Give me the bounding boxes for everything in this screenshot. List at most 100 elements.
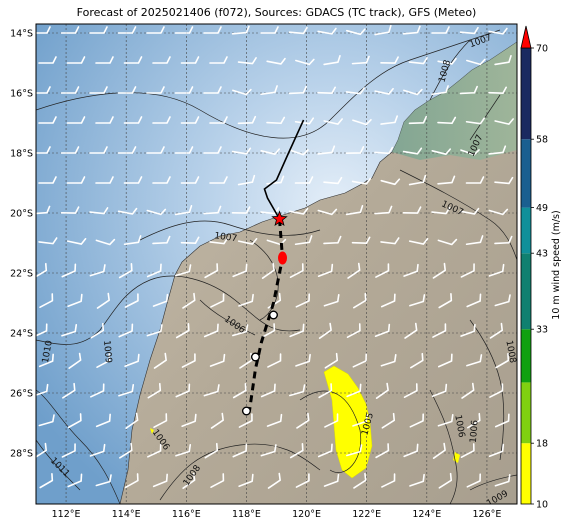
- lat-tick-label: 28°S: [10, 449, 33, 460]
- wind-barb: [409, 294, 426, 307]
- colorbar-overflow-arrow-icon: [520, 25, 532, 49]
- wind-barb: [67, 293, 83, 308]
- lon-tick-label: 118°E: [232, 509, 261, 520]
- wind-barb: [231, 25, 250, 35]
- wind-barb: [232, 263, 248, 278]
- wind-barb: [466, 412, 481, 429]
- wind-barb: [204, 442, 219, 459]
- wind-barb: [89, 443, 106, 457]
- isobar-label: 1010: [41, 339, 55, 364]
- wind-barb: [67, 473, 83, 488]
- colorbar-band: [521, 443, 531, 504]
- wind-barb: [260, 444, 277, 457]
- wind-barb: [118, 323, 134, 338]
- wind-barb: [209, 56, 228, 64]
- wind-barb: [95, 238, 116, 246]
- forecast-track-line: [247, 218, 285, 412]
- wind-barb: [36, 86, 51, 94]
- lon-tick-label: 114°E: [112, 509, 141, 520]
- wind-barb: [36, 205, 51, 215]
- wind-barb: [67, 413, 82, 429]
- colorbar-tick-label: 18: [536, 439, 548, 450]
- wind-barb: [125, 412, 139, 429]
- wind-barb: [438, 293, 453, 309]
- wind-barb: [466, 354, 483, 367]
- wind-barb: [267, 472, 281, 489]
- wind-barb: [90, 322, 105, 339]
- wind-barb: [460, 149, 480, 156]
- wind-barb: [353, 472, 367, 489]
- wind-barb: [345, 205, 364, 216]
- wind-barb: [237, 115, 257, 125]
- colorbar-tick-label: 70: [536, 44, 548, 55]
- wind-barb: [488, 86, 508, 94]
- wind-barb: [147, 443, 162, 458]
- wind-barb: [431, 383, 448, 398]
- wind-barb: [317, 208, 338, 216]
- wind-barb: [60, 146, 80, 154]
- wind-barb: [288, 85, 307, 95]
- wind-barb: [66, 237, 87, 245]
- wind-barb: [375, 263, 390, 278]
- wind-barb: [403, 443, 419, 458]
- wind-barb: [409, 413, 425, 428]
- wind-barb: [60, 206, 80, 214]
- wind-barb: [380, 237, 400, 245]
- wind-barb: [347, 262, 361, 279]
- wind-barb: [153, 352, 167, 369]
- wind-barb: [96, 353, 111, 369]
- wind-barb: [237, 237, 258, 245]
- wind-barb: [175, 323, 190, 339]
- wind-barb: [375, 443, 390, 459]
- wind-barb: [374, 205, 393, 215]
- wind-barb: [345, 146, 365, 154]
- lat-tick-label: 20°S: [10, 209, 33, 220]
- wind-barb: [323, 294, 340, 307]
- wind-barb: [203, 384, 220, 397]
- wind-barb: [231, 206, 251, 214]
- wind-barb: [461, 382, 475, 399]
- wind-barb: [323, 176, 343, 185]
- lat-tick-label: 24°S: [10, 329, 33, 340]
- wind-barb: [352, 353, 368, 368]
- wind-barb: [380, 178, 401, 186]
- wind-barb: [459, 207, 480, 215]
- wind-barb: [459, 85, 478, 95]
- wind-barb: [203, 26, 222, 34]
- wind-barb: [465, 176, 485, 184]
- wind-barb: [232, 443, 248, 458]
- wind-barb: [237, 57, 257, 65]
- wind-barb: [488, 443, 505, 458]
- wind-barb: [181, 413, 197, 428]
- colorbar-band: [521, 207, 531, 254]
- wind-barb: [488, 208, 509, 216]
- wind-barb: [180, 236, 200, 244]
- wind-barb: [323, 235, 342, 245]
- wind-barb: [494, 176, 514, 185]
- wind-barb: [294, 235, 313, 246]
- wind-barb: [403, 88, 423, 96]
- wind-barb: [403, 383, 418, 399]
- wind-barb: [119, 442, 133, 459]
- wind-barb: [175, 264, 192, 277]
- wind-barb: [38, 176, 57, 184]
- wind-barb: [89, 26, 108, 34]
- wind-barb: [209, 176, 228, 184]
- wind-barb: [408, 57, 428, 65]
- wind-barb: [459, 26, 479, 35]
- colorbar: 10 18 33 43 49 58 70: [520, 25, 548, 511]
- wind-barb: [488, 145, 507, 155]
- wind-barb: [494, 55, 512, 66]
- wind-barb: [152, 176, 171, 184]
- lon-tick-label: 122°E: [352, 509, 381, 520]
- wind-barb: [95, 413, 111, 428]
- wind-barb: [437, 57, 457, 65]
- wind-barb: [488, 27, 508, 35]
- wind-barb: [437, 353, 453, 368]
- wind-barb: [289, 323, 305, 338]
- wind-barb: [466, 58, 486, 66]
- wind-barb: [489, 322, 503, 339]
- forecast-point: [268, 310, 278, 320]
- wind-barb: [266, 413, 283, 427]
- wind-barb: [238, 293, 254, 307]
